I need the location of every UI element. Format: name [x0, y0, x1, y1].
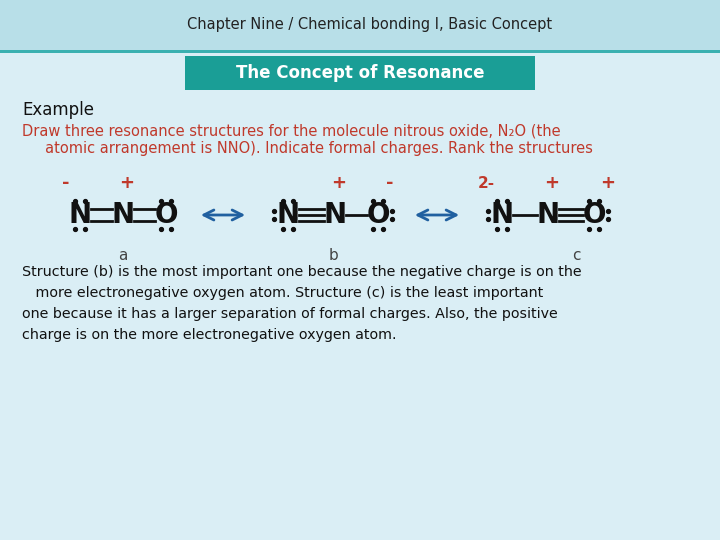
Text: N: N [323, 201, 346, 229]
Text: a: a [118, 247, 127, 262]
Text: O: O [366, 201, 390, 229]
Text: +: + [120, 174, 135, 192]
Text: +: + [600, 174, 616, 192]
Bar [0, 50, 720, 53]
Text: Draw three resonance structures for the molecule nitrous oxide, N₂O (the: Draw three resonance structures for the … [22, 124, 561, 138]
Text: 2-: 2- [477, 176, 495, 191]
Bar [0, 0, 720, 50]
Text: N: N [68, 201, 91, 229]
Text: one because it has a larger separation of formal charges. Also, the positive: one because it has a larger separation o… [22, 307, 558, 321]
Bar [185, 56, 535, 90]
Text: The Concept of Resonance: The Concept of Resonance [235, 64, 485, 82]
Text: c: c [572, 247, 580, 262]
Text: O: O [154, 201, 178, 229]
Text: +: + [331, 174, 346, 192]
Text: Structure (b) is the most important one because the negative charge is on the: Structure (b) is the most important one … [22, 265, 582, 279]
Text: N: N [536, 201, 559, 229]
Text: more electronegative oxygen atom. Structure (c) is the least important: more electronegative oxygen atom. Struct… [22, 286, 544, 300]
Text: Example: Example [22, 101, 94, 119]
Text: -: - [386, 174, 394, 192]
Text: N: N [276, 201, 300, 229]
Text: N: N [112, 201, 135, 229]
Text: Chapter Nine / Chemical bonding I, Basic Concept: Chapter Nine / Chemical bonding I, Basic… [187, 17, 552, 32]
Text: O: O [582, 201, 606, 229]
Text: charge is on the more electronegative oxygen atom.: charge is on the more electronegative ox… [22, 328, 397, 342]
Text: atomic arrangement is NNO). Indicate formal charges. Rank the structures: atomic arrangement is NNO). Indicate for… [22, 141, 593, 157]
Text: -: - [62, 174, 70, 192]
Text: N: N [490, 201, 513, 229]
Text: b: b [328, 247, 338, 262]
Text: +: + [544, 174, 559, 192]
